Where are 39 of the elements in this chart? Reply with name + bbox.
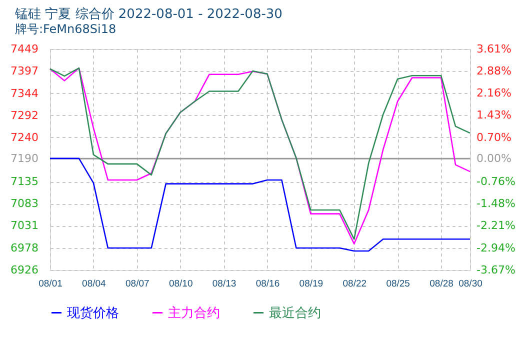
x-tick-label: 08/25 (386, 278, 410, 290)
y-tick-label: 7240 (10, 130, 38, 144)
y-tick-label: 7083 (10, 197, 38, 210)
y-tick-label: 7344 (10, 86, 38, 100)
x-tick-label: 08/28 (430, 278, 454, 290)
y2-tick-label: -2.21% (476, 219, 516, 232)
chart-title: 锰硅 宁夏 综合价 2022-08-01 - 2022-08-30 (14, 6, 282, 22)
x-tick-label: 08/13 (212, 278, 236, 290)
x-tick-label: 08/07 (126, 278, 150, 290)
x-tick-label: 08/04 (82, 278, 106, 290)
y2-tick-label: -2.94% (476, 241, 516, 254)
line-series (49, 158, 471, 252)
y2-tick-label: 3.61% (476, 42, 512, 56)
y2-tick-label: -0.76% (476, 175, 516, 188)
y2-tick-label: 1.43% (476, 108, 512, 122)
y-tick-label: 6926 (10, 264, 38, 276)
y2-tick-label: 2.88% (476, 64, 512, 78)
x-tick-label: 08/01 (38, 278, 62, 290)
x-tick-label: 08/16 (256, 278, 280, 290)
x-tick-label: 08/19 (299, 278, 324, 290)
y2-tick-label: -3.67% (476, 264, 516, 276)
legend-label: 现货价格 (67, 306, 119, 321)
y-tick-label: 7031 (10, 219, 38, 232)
x-tick-label: 08/30 (458, 278, 482, 290)
y-tick-label: 7190 (10, 152, 38, 165)
legend-label: 最近合约 (269, 306, 321, 321)
x-tick-label: 08/10 (168, 278, 193, 290)
x-tick-label: 08/22 (342, 278, 367, 290)
y2-tick-label: 0.70% (476, 130, 512, 144)
y-tick-label: 6978 (10, 242, 38, 255)
chart-subtitle: 牌号:FeMn68Si18 (15, 22, 116, 36)
y2-tick-label: 0.00% (476, 152, 512, 166)
y2-tick-label: 2.16% (476, 86, 512, 100)
y-tick-label: 7397 (10, 64, 38, 78)
y-tick-label: 7135 (10, 175, 38, 188)
y2-tick-label: -1.48% (476, 197, 516, 210)
y-tick-label: 7292 (10, 108, 38, 122)
y-tick-label: 7449 (10, 42, 38, 56)
legend-label: 主力合约 (168, 304, 220, 321)
